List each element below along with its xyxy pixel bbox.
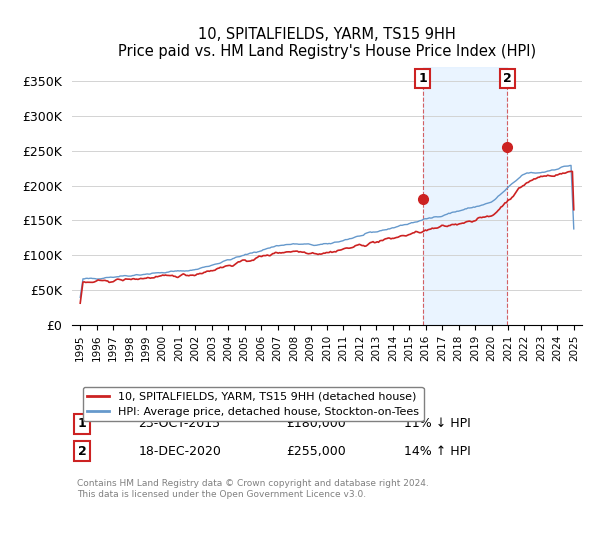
Text: 18-DEC-2020: 18-DEC-2020 [139, 445, 221, 458]
Text: 23-OCT-2015: 23-OCT-2015 [139, 417, 220, 431]
Text: Contains HM Land Registry data © Crown copyright and database right 2024.
This d: Contains HM Land Registry data © Crown c… [77, 479, 429, 499]
Title: 10, SPITALFIELDS, YARM, TS15 9HH
Price paid vs. HM Land Registry's House Price I: 10, SPITALFIELDS, YARM, TS15 9HH Price p… [118, 27, 536, 59]
Text: 1: 1 [78, 417, 86, 431]
Legend: 10, SPITALFIELDS, YARM, TS15 9HH (detached house), HPI: Average price, detached : 10, SPITALFIELDS, YARM, TS15 9HH (detach… [83, 387, 424, 422]
Text: 14% ↑ HPI: 14% ↑ HPI [404, 445, 470, 458]
Text: £180,000: £180,000 [286, 417, 346, 431]
Text: £255,000: £255,000 [286, 445, 346, 458]
Text: 1: 1 [418, 72, 427, 85]
Text: 11% ↓ HPI: 11% ↓ HPI [404, 417, 470, 431]
Text: 2: 2 [503, 72, 512, 85]
Text: 2: 2 [78, 445, 86, 458]
Bar [422, 67, 508, 325]
